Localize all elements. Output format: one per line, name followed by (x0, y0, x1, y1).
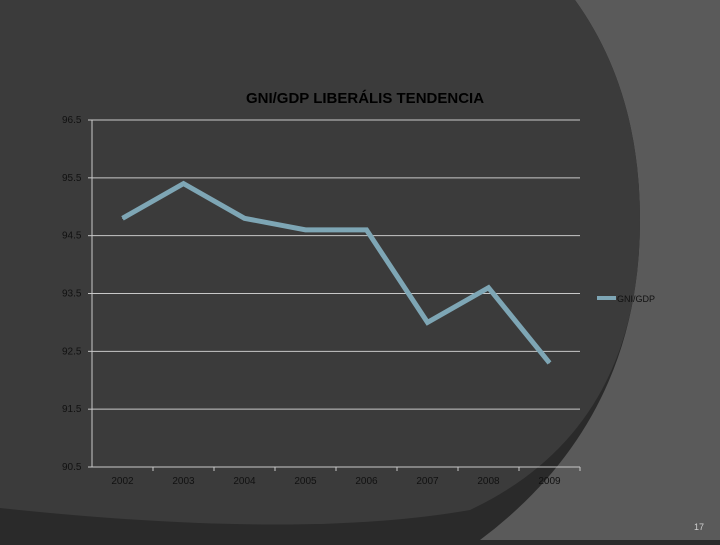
data-point (427, 321, 428, 323)
data-point (305, 229, 306, 231)
data-point (549, 362, 550, 364)
legend: GNI/GDP (597, 294, 655, 304)
data-point (244, 217, 245, 219)
background-swoosh-inner (0, 0, 640, 525)
x-tick-label: 2003 (172, 476, 195, 487)
y-tick-label: 93.5 (62, 289, 82, 300)
x-tick-label: 2002 (111, 476, 134, 487)
x-tick-label: 2005 (294, 476, 317, 487)
x-tick-label: 2004 (233, 476, 256, 487)
y-tick-label: 90.5 (62, 462, 82, 473)
x-tick-label: 2009 (538, 476, 561, 487)
y-tick-label: 95.5 (62, 173, 82, 184)
x-tick-label: 2007 (416, 476, 439, 487)
x-tick-labels: 2002 2003 2004 2005 2006 2007 2008 2009 (111, 476, 561, 487)
axis-layer (91, 120, 580, 468)
data-point (488, 287, 489, 289)
page-number: 17 (693, 522, 704, 532)
x-tick-label: 2006 (355, 476, 378, 487)
background-swoosh-outer (480, 0, 720, 540)
data-point (183, 183, 184, 185)
x-tick-label: 2008 (477, 476, 500, 487)
data-point (366, 229, 367, 231)
series-layer (121, 180, 552, 365)
y-tick-label: 94.5 (62, 231, 82, 242)
y-tick-labels: 96.5 95.5 94.5 93.5 92.5 91.5 90.5 (62, 115, 82, 473)
y-tick-label: 91.5 (62, 404, 82, 415)
grid-layer (88, 119, 581, 471)
legend-label: GNI/GDP (617, 294, 655, 304)
data-point (122, 217, 123, 219)
y-tick-label: 92.5 (62, 346, 82, 357)
chart-title: GNI/GDP LIBERÁLIS TENDENCIA (246, 90, 484, 107)
y-tick-label: 96.5 (62, 115, 82, 126)
series-line (121, 180, 552, 365)
